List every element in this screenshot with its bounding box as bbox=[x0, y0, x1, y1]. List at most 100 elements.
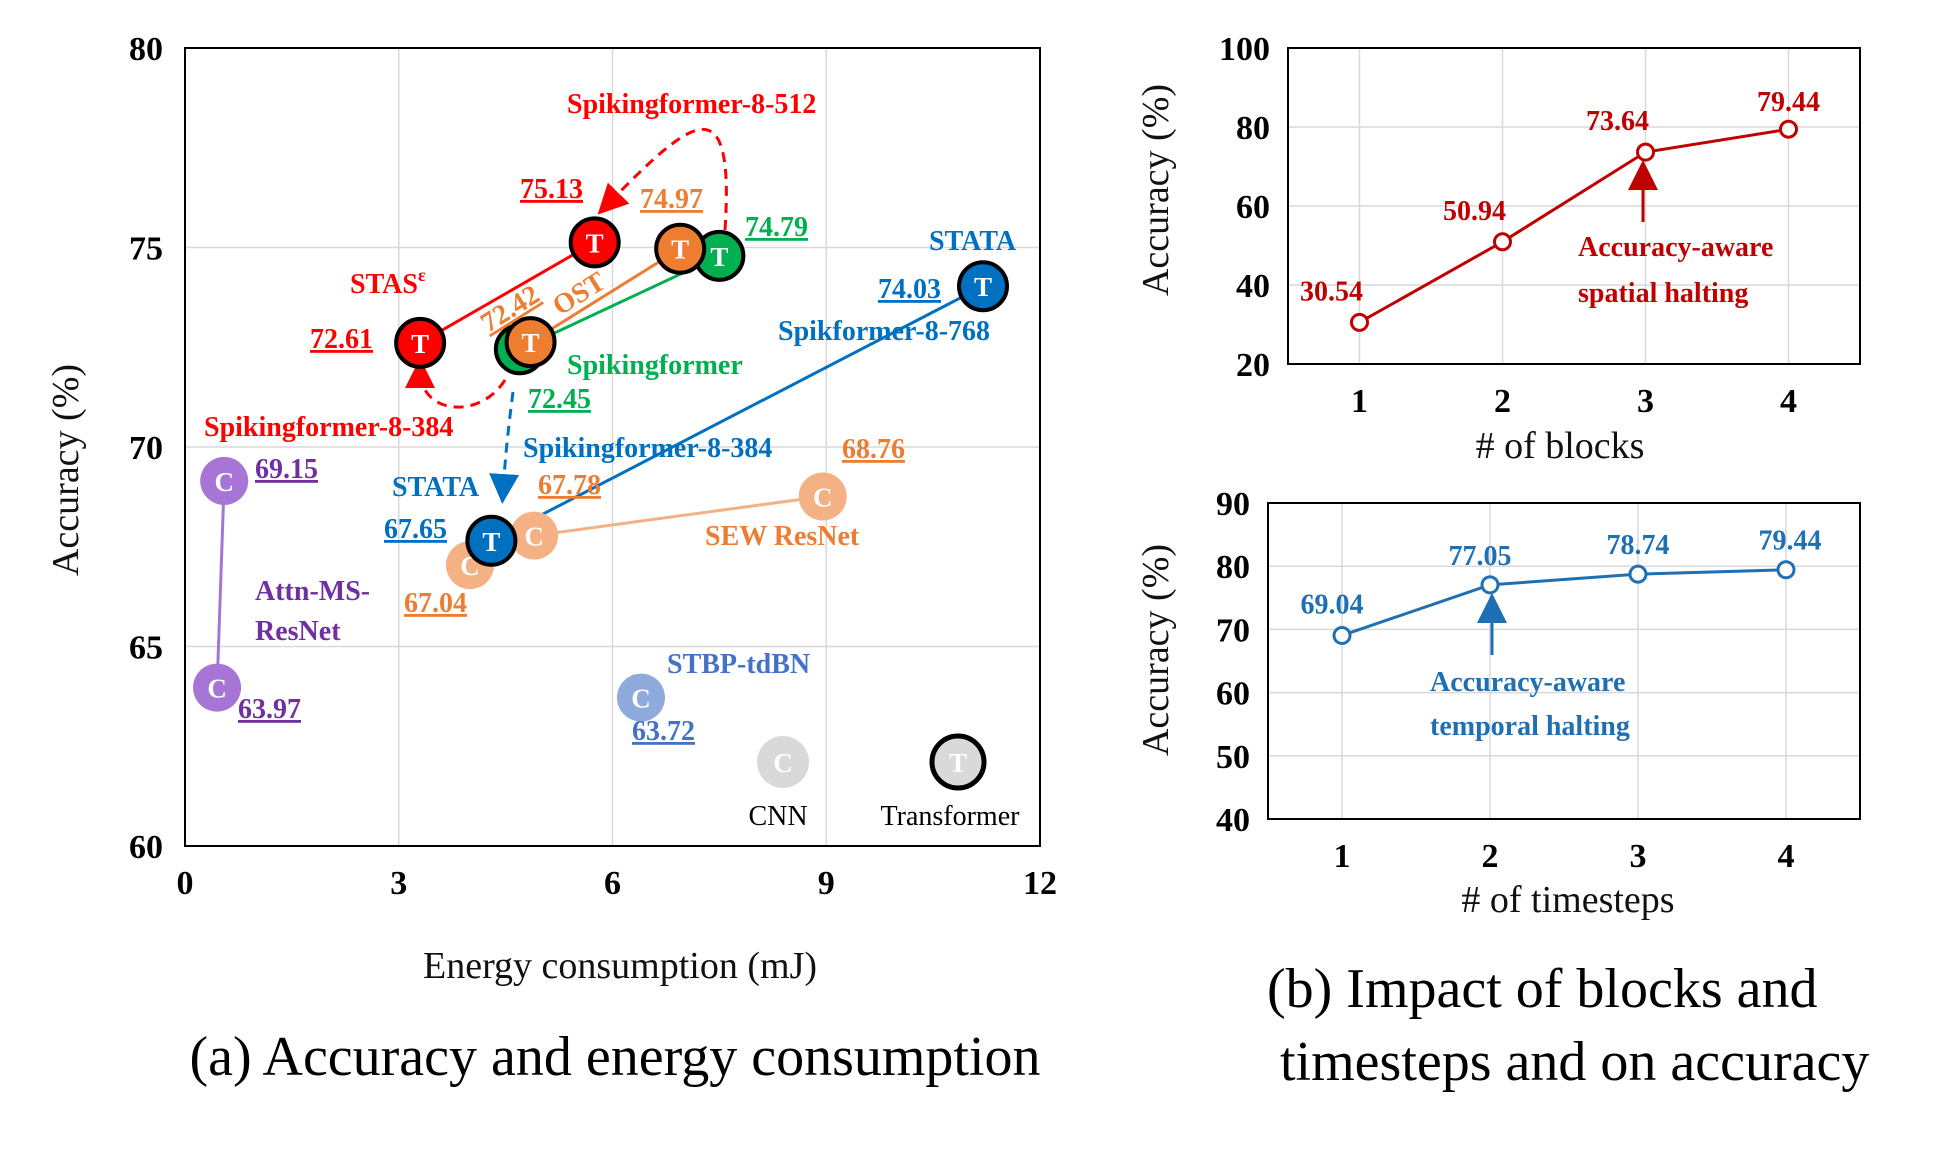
chart-a-markers: CCCCCCTTTTTTTT bbox=[193, 216, 1009, 722]
legend-transformer-letter: T bbox=[949, 748, 967, 778]
value-label-74-79: 74.79 bbox=[745, 212, 808, 243]
point-stbp-tdbn-63-72 bbox=[617, 673, 665, 722]
point-2 bbox=[1493, 232, 1512, 252]
value-label-63-97: 63.97 bbox=[238, 694, 301, 725]
spatial-halting-line1: Accuracy-aware bbox=[1578, 232, 1773, 263]
xtick-4: 4 bbox=[1780, 383, 1797, 420]
point-letter-stas-72-61: T bbox=[411, 329, 429, 359]
point-3 bbox=[1628, 564, 1648, 584]
label-stbp-tdbn: STBP-tdBN bbox=[667, 649, 810, 680]
point-letter-attn-ms-resnet-63-97: C bbox=[207, 674, 227, 704]
chart-c-series: 69.04 77.05 78.74 79.44 bbox=[1301, 526, 1822, 645]
chart-a-method-labels: Attn-MS- ResNet SEW ResNet STBP-tdBN Spi… bbox=[204, 89, 1017, 680]
chart-a-value-labels: 69.15 63.97 67.04 67.78 68.76 63.72 72.4… bbox=[238, 174, 941, 747]
ytick-75: 75 bbox=[129, 231, 163, 268]
point-2 bbox=[1480, 575, 1500, 595]
label-stas-superscript: ε bbox=[418, 265, 426, 285]
chart-b-frame bbox=[1287, 47, 1861, 365]
ytick-70: 70 bbox=[129, 430, 163, 467]
xtick-6: 6 bbox=[604, 865, 621, 902]
chart-a-xlabel: Energy consumption (mJ) bbox=[423, 945, 817, 987]
legend-transformer: T Transformer bbox=[881, 733, 1020, 832]
value-label-79-44: 79.44 bbox=[1759, 526, 1822, 557]
value-label-78-74: 78.74 bbox=[1607, 530, 1670, 561]
chart-c-ylabel: Accuracy (%) bbox=[1135, 544, 1177, 756]
value-label-67-65: 67.65 bbox=[384, 514, 447, 545]
label-ost: OST bbox=[547, 266, 611, 322]
value-label-72-61: 72.61 bbox=[310, 324, 373, 355]
chart-timesteps: 40 50 60 70 80 90 1 2 3 4 # of timesteps Accuracy… bbox=[1135, 486, 1861, 921]
ytick-40: 40 bbox=[1216, 802, 1250, 839]
ytick-80: 80 bbox=[129, 31, 163, 68]
point-letter-stas-75-13: T bbox=[586, 228, 604, 258]
point-sew-resnet-68-76 bbox=[798, 472, 847, 521]
spikingformer-384-arrow bbox=[405, 358, 507, 409]
xtick-1: 1 bbox=[1334, 838, 1351, 875]
legend-cnn: C CNN bbox=[748, 736, 809, 832]
label-sew-resnet: SEW ResNet bbox=[705, 521, 860, 552]
ytick-80: 80 bbox=[1216, 549, 1250, 586]
xtick-0: 0 bbox=[177, 865, 194, 902]
chart-b-series: 30.54 50.94 73.64 79.44 bbox=[1300, 87, 1820, 332]
chart-b-ticks: 20 40 60 80 100 1 2 3 4 bbox=[1219, 31, 1797, 420]
series-line bbox=[1341, 568, 1787, 637]
point-letter-ost-74-97: T bbox=[671, 235, 689, 265]
ytick-40: 40 bbox=[1236, 268, 1270, 305]
ytick-70: 70 bbox=[1216, 612, 1250, 649]
point-1 bbox=[1332, 625, 1352, 645]
value-label-75-13: 75.13 bbox=[520, 174, 583, 205]
xtick-3: 3 bbox=[1630, 838, 1647, 875]
chart-a-legend: C CNN T Transformer bbox=[748, 733, 1020, 832]
chart-c-xlabel: # of timesteps bbox=[1461, 879, 1674, 921]
label-spikformer-8-768: Spikformer-8-768 bbox=[778, 316, 990, 347]
ytick-60: 60 bbox=[1216, 676, 1250, 713]
point-stas-75-13 bbox=[568, 216, 621, 269]
label-stas: STASε bbox=[350, 265, 426, 300]
chart-accuracy-energy: 60 65 70 75 80 0 3 6 9 12 Energy consumption (mJ)… bbox=[45, 31, 1057, 1088]
ytick-60: 60 bbox=[1236, 189, 1270, 226]
label-attn-ms-resnet-line1: Attn-MS- bbox=[255, 576, 370, 607]
point-1 bbox=[1350, 312, 1369, 332]
ytick-50: 50 bbox=[1216, 739, 1250, 776]
point-attn-ms-resnet-69-15 bbox=[200, 456, 249, 505]
temporal-halting-line1: Accuracy-aware bbox=[1430, 667, 1625, 698]
point-letter-stata-74-03: T bbox=[974, 272, 992, 302]
label-spikingformer-8-512: Spikingformer-8-512 bbox=[567, 89, 816, 120]
point-stata-74-03 bbox=[957, 260, 1009, 313]
point-letter-sew-resnet-68-76: C bbox=[813, 482, 833, 512]
ytick-80: 80 bbox=[1236, 110, 1270, 147]
legend-cnn-label: CNN bbox=[748, 801, 807, 832]
value-label-72-45: 72.45 bbox=[528, 384, 591, 415]
chart-blocks: 20 40 60 80 100 1 2 3 4 # of blocks Accuracy (%)… bbox=[1135, 31, 1861, 467]
point-attn-ms-resnet-63-97 bbox=[193, 663, 242, 712]
value-label-69-15: 69.15 bbox=[255, 454, 318, 485]
spatial-halting-line2: spatial halting bbox=[1578, 278, 1748, 309]
value-label-79-44: 79.44 bbox=[1757, 87, 1820, 118]
point-sew-resnet-67-78 bbox=[510, 511, 559, 560]
chart-a-ylabel: Accuracy (%) bbox=[45, 364, 87, 576]
ytick-100: 100 bbox=[1219, 31, 1270, 68]
line-stata-0 bbox=[490, 284, 984, 543]
point-letter-sew-resnet-67-78: C bbox=[524, 522, 544, 552]
value-label-63-72: 63.72 bbox=[632, 716, 695, 747]
point-stas-72-61 bbox=[394, 316, 447, 369]
label-stas-text: STAS bbox=[350, 269, 418, 300]
point-4 bbox=[1776, 560, 1796, 580]
point-3 bbox=[1636, 142, 1655, 162]
chart-c-ticks: 40 50 60 70 80 90 1 2 3 4 bbox=[1216, 486, 1795, 875]
label-stata-low: STATA bbox=[392, 472, 480, 503]
value-label-67-04: 67.04 bbox=[404, 588, 467, 619]
ytick-20: 20 bbox=[1236, 347, 1270, 384]
point-letter-ost-72-42: T bbox=[522, 328, 540, 358]
value-label-68-76: 68.76 bbox=[842, 434, 905, 465]
value-label-74-97: 74.97 bbox=[640, 184, 703, 215]
caption-b-line2: timesteps and on accuracy bbox=[1280, 1031, 1869, 1093]
legend-cnn-letter: C bbox=[773, 748, 793, 778]
spikingformer-512-arrow bbox=[597, 127, 728, 231]
point-letter-attn-ms-resnet-69-15: C bbox=[214, 467, 234, 497]
point-stata-67-65 bbox=[465, 514, 518, 567]
ytick-90: 90 bbox=[1216, 486, 1250, 523]
value-label-50-94: 50.94 bbox=[1443, 196, 1506, 227]
point-ost-72-42 bbox=[504, 316, 557, 369]
